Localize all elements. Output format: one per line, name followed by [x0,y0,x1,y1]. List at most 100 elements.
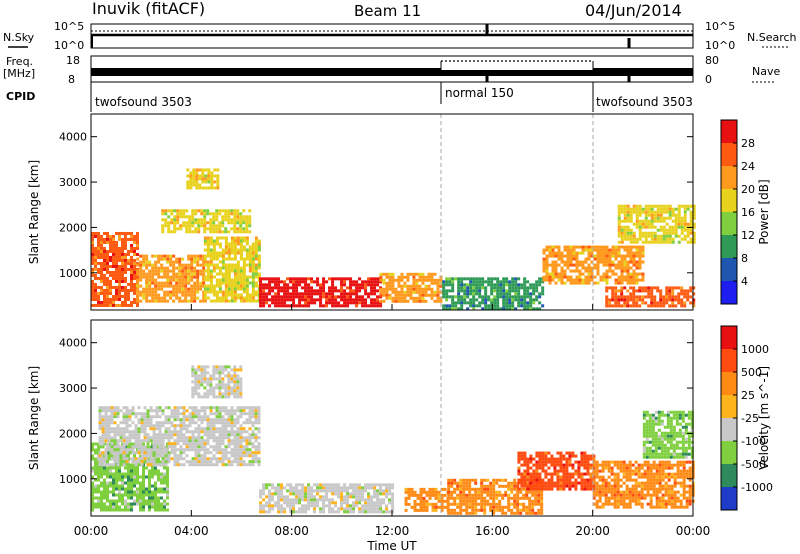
power-cell [406,284,410,288]
power-cell [367,283,371,287]
power-cell [206,296,210,300]
velocity-cell [163,478,166,482]
power-cell [121,270,124,274]
velocity-cell [388,498,392,502]
power-cell [248,299,252,303]
power-cell [124,297,127,301]
power-cell [554,251,558,255]
velocity-cell [91,448,94,452]
velocity-cell [121,460,124,464]
velocity-cell [501,511,505,515]
power-cell [292,301,296,305]
power-cell [520,295,524,299]
power-cell [121,255,124,259]
power-cell [505,307,509,311]
power-cell [442,280,446,284]
velocity-cell [104,448,108,452]
power-cell [203,230,207,234]
velocity-cell [262,489,266,493]
power-cell [563,245,567,249]
velocity-cell [194,430,198,434]
velocity-cell [140,454,144,458]
power-cell [124,231,127,235]
power-cell [475,280,479,284]
power-cell [358,277,362,281]
power-cell [439,278,443,282]
power-cell [178,272,182,276]
velocity-cell [495,493,499,497]
velocity-cell [119,451,123,455]
power-cell [418,293,422,297]
power-cell [203,248,207,252]
velocity-cell [404,508,408,512]
power-cell [508,292,512,296]
velocity-cell [166,487,169,491]
power-cell [157,287,161,291]
velocity-cell [151,445,154,449]
power-cell [304,283,308,287]
velocity-cell [495,481,499,485]
power-cell [611,263,615,267]
velocity-cell [474,478,478,482]
power-cell [202,299,206,303]
power-cell [298,280,302,284]
velocity-cell [122,433,126,437]
power-cell [118,276,121,280]
velocity-cell [122,442,126,446]
power-cell [179,224,183,228]
power-cell [575,260,579,264]
velocity-cell [145,475,148,479]
power-cell [677,240,681,244]
power-cell [254,293,258,297]
velocity-cell [307,486,311,490]
velocity-cell [337,507,341,511]
power-cell [635,237,639,241]
velocity-cell [104,454,108,458]
velocity-cell [218,442,222,446]
power-cell [313,289,317,293]
velocity-cell [130,478,133,482]
power-cell [197,218,201,222]
power-cell [139,266,143,270]
power-cell [442,289,446,293]
power-cell [617,207,621,211]
velocity-cell [227,365,231,369]
power-cell [499,292,503,296]
power-cell [295,277,299,281]
velocity-cell [316,483,320,487]
velocity-cell [453,478,457,482]
power-cell [248,257,252,261]
velocity-cell [154,481,157,485]
velocity-cell [176,409,180,413]
power-cell [656,286,660,290]
velocity-cell [268,489,272,493]
power-cell [638,225,642,229]
power-cell [692,231,696,235]
power-cell [517,277,521,281]
power-cell [623,257,627,261]
velocity-cell [170,409,174,413]
power-cell [340,304,344,308]
velocity-cell [149,451,153,455]
velocity-cell [140,412,144,416]
velocity-cell [203,392,207,396]
power-cell [496,304,500,308]
power-region [605,286,696,308]
velocity-cell [224,433,228,437]
velocity-cell [224,392,228,396]
velocity-cell [139,502,142,506]
power-cell [236,218,240,222]
velocity-cell [136,481,139,485]
velocity-cell [280,486,284,490]
velocity-cell [176,406,180,410]
freq-label: Freq. [6,55,33,68]
velocity-cell [221,380,225,384]
velocity-cell [191,448,195,452]
power-cell [632,222,636,226]
velocity-cell [209,430,213,434]
velocity-cell [419,487,423,491]
power-cell [563,281,567,285]
velocity-cell [254,427,258,431]
power-cell [382,272,386,276]
power-cell [236,209,240,213]
